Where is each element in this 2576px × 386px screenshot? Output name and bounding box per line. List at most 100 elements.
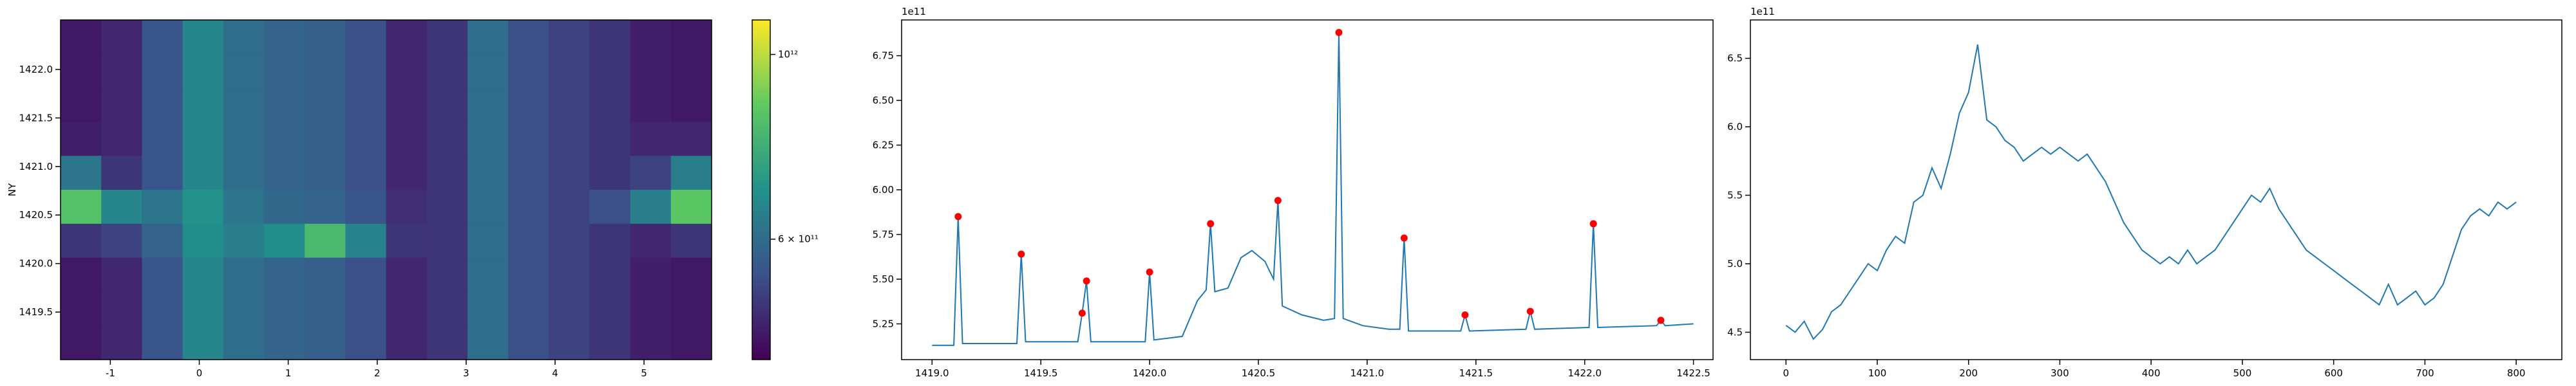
heat-cell [467, 326, 509, 360]
heat-cell [386, 156, 428, 190]
heat-cell [589, 257, 631, 292]
y-tick-label: 1420.5 [19, 209, 53, 221]
heat-cell [223, 326, 265, 360]
peak-marker [1400, 234, 1408, 242]
heat-cell [549, 326, 590, 360]
heat-cell [182, 190, 224, 225]
heat-cell [670, 326, 712, 360]
y-tick-label: 1421.5 [19, 112, 53, 124]
heat-cell [630, 122, 672, 156]
heat-cell [61, 53, 102, 89]
heat-cell [589, 156, 631, 190]
heat-cell [426, 223, 468, 259]
peak-marker [1461, 311, 1469, 319]
heat-cell [101, 223, 142, 259]
colorbar-tick-label: 10¹² [778, 49, 798, 60]
heat-cell [426, 190, 468, 225]
heat-cell [263, 223, 305, 259]
heat-cell [508, 20, 549, 55]
heat-cell [467, 122, 509, 156]
heat-cell [630, 190, 672, 225]
heat-cell [467, 291, 509, 326]
y-tick-label: 5.50 [873, 273, 894, 285]
y-tick-label: 1420.0 [19, 258, 53, 270]
heat-cell [386, 122, 428, 156]
heat-cell [223, 190, 265, 225]
heat-cell [61, 223, 102, 259]
heat-cell [142, 20, 184, 55]
heat-cell [426, 326, 468, 360]
heat-cell [263, 291, 305, 326]
heat-cell [182, 257, 224, 292]
heat-cell [223, 257, 265, 292]
heat-cell [305, 20, 346, 55]
x-tick-label: 200 [1959, 367, 1978, 379]
heat-cell [142, 257, 184, 292]
offset-text: 1e11 [1750, 6, 1775, 17]
heat-cell [182, 122, 224, 156]
heat-cell [345, 20, 386, 55]
heat-cell [549, 223, 590, 259]
peak-marker [1083, 277, 1090, 285]
x-tick-label: -1 [106, 367, 115, 379]
heat-cell [508, 87, 549, 122]
heat-cell [182, 87, 224, 122]
heat-cell [263, 20, 305, 55]
heat-cell [101, 257, 142, 292]
heat-cell [589, 20, 631, 55]
heat-cell [223, 156, 265, 190]
heat-cell [223, 223, 265, 259]
heat-cell [426, 53, 468, 89]
heat-cell [345, 87, 386, 122]
heat-cell [142, 291, 184, 326]
heat-cell [508, 257, 549, 292]
heat-cell [589, 291, 631, 326]
heat-cell [101, 190, 142, 225]
heat-cell [101, 291, 142, 326]
heat-cell [61, 291, 102, 326]
y-tick-label: 6.5 [1727, 53, 1743, 64]
x-tick-label: 800 [2507, 367, 2526, 379]
line [932, 32, 1694, 346]
heat-cell [549, 291, 590, 326]
heat-cell [630, 53, 672, 89]
heat-cell [101, 87, 142, 122]
heat-cell [630, 257, 672, 292]
heat-cell [142, 156, 184, 190]
heat-cell [61, 326, 102, 360]
x-tick-label: 1420.0 [1133, 367, 1167, 379]
heat-cell [101, 326, 142, 360]
heat-cell [223, 291, 265, 326]
heat-cell [670, 257, 712, 292]
heat-cell [182, 223, 224, 259]
peak-marker [1589, 220, 1597, 228]
peak-marker [1146, 268, 1153, 276]
heat-cell [305, 223, 346, 259]
x-tick-label: 1421.5 [1459, 367, 1493, 379]
heat-cell [508, 156, 549, 190]
heat-cell [386, 326, 428, 360]
heat-cell [426, 20, 468, 55]
heat-cell [101, 53, 142, 89]
heat-cell [345, 122, 386, 156]
heat-cell [630, 20, 672, 55]
heat-cell [142, 87, 184, 122]
heat-cell [589, 326, 631, 360]
heat-cell [386, 190, 428, 225]
heat-cell [670, 53, 712, 89]
x-tick-label: 3 [463, 367, 469, 379]
heat-cell [142, 53, 184, 89]
heat-cell [61, 122, 102, 156]
heat-cell [508, 122, 549, 156]
heat-cell [508, 326, 549, 360]
heat-cell [61, 87, 102, 122]
heat-cell [182, 20, 224, 55]
heat-cell [263, 87, 305, 122]
heat-cell [670, 156, 712, 190]
heat-cell [670, 122, 712, 156]
x-tick-label: 1422.5 [1676, 367, 1710, 379]
peak-marker [1335, 28, 1343, 36]
heat-cell [263, 257, 305, 292]
heat-cell [467, 223, 509, 259]
heat-cell [345, 291, 386, 326]
